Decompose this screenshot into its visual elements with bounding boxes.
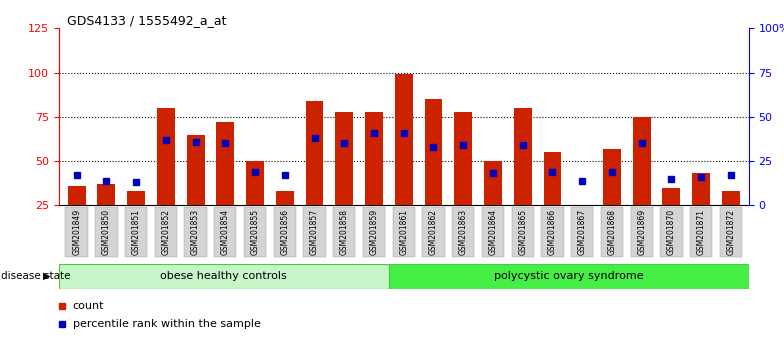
Bar — [454, 112, 472, 205]
Bar — [514, 108, 532, 205]
Bar — [157, 108, 175, 205]
Bar — [511, 207, 534, 257]
Bar — [395, 74, 412, 205]
Text: GSM201858: GSM201858 — [339, 209, 349, 255]
Bar — [127, 191, 145, 205]
Text: GSM201859: GSM201859 — [369, 209, 379, 255]
Bar — [571, 207, 593, 257]
Bar — [692, 173, 710, 205]
Bar — [603, 149, 621, 205]
Text: count: count — [73, 301, 104, 311]
Text: GSM201871: GSM201871 — [697, 209, 706, 255]
Text: ▶: ▶ — [43, 271, 51, 281]
Text: GSM201865: GSM201865 — [518, 209, 527, 255]
Bar — [274, 207, 296, 257]
Bar — [601, 207, 623, 257]
Bar — [425, 99, 442, 205]
Bar — [573, 205, 591, 211]
Text: GSM201856: GSM201856 — [281, 209, 289, 255]
Text: GSM201869: GSM201869 — [637, 209, 646, 255]
Text: disease state: disease state — [1, 271, 71, 281]
Text: GSM201852: GSM201852 — [162, 209, 170, 255]
Bar — [333, 207, 355, 257]
Bar — [690, 207, 713, 257]
Bar — [125, 207, 147, 257]
Text: GSM201862: GSM201862 — [429, 209, 438, 255]
Text: GSM201851: GSM201851 — [132, 209, 140, 255]
Text: GSM201868: GSM201868 — [608, 209, 616, 255]
Text: GSM201854: GSM201854 — [221, 209, 230, 255]
Text: GSM201863: GSM201863 — [459, 209, 468, 255]
Bar — [97, 184, 115, 205]
Text: GDS4133 / 1555492_a_at: GDS4133 / 1555492_a_at — [67, 14, 226, 27]
Text: GSM201867: GSM201867 — [578, 209, 586, 255]
Bar — [214, 207, 237, 257]
Bar — [336, 112, 354, 205]
Bar — [246, 161, 264, 205]
Bar — [66, 207, 88, 257]
Text: GSM201864: GSM201864 — [488, 209, 498, 255]
Text: GSM201872: GSM201872 — [727, 209, 735, 255]
Bar — [393, 207, 415, 257]
Bar — [306, 101, 324, 205]
Bar — [95, 207, 118, 257]
Bar — [154, 207, 177, 257]
Bar — [541, 207, 564, 257]
Bar — [389, 264, 749, 289]
Bar — [184, 207, 207, 257]
Text: percentile rank within the sample: percentile rank within the sample — [73, 319, 260, 329]
Bar — [303, 207, 325, 257]
Bar — [276, 191, 294, 205]
Bar — [363, 207, 385, 257]
Text: obese healthy controls: obese healthy controls — [161, 271, 287, 281]
Text: GSM201849: GSM201849 — [72, 209, 81, 255]
Bar — [482, 207, 504, 257]
Bar — [244, 207, 267, 257]
Bar — [216, 122, 234, 205]
Text: GSM201853: GSM201853 — [191, 209, 200, 255]
Text: GSM201855: GSM201855 — [251, 209, 260, 255]
Bar — [543, 152, 561, 205]
Bar — [660, 207, 683, 257]
Bar — [662, 188, 681, 205]
Text: GSM201870: GSM201870 — [667, 209, 676, 255]
Bar — [187, 135, 205, 205]
Bar — [630, 207, 653, 257]
Bar — [633, 117, 651, 205]
Bar — [484, 161, 502, 205]
Text: GSM201850: GSM201850 — [102, 209, 111, 255]
Bar — [365, 112, 383, 205]
Bar — [452, 207, 474, 257]
Bar — [720, 207, 742, 257]
Text: polycystic ovary syndrome: polycystic ovary syndrome — [494, 271, 644, 281]
Bar — [67, 186, 85, 205]
Text: GSM201857: GSM201857 — [310, 209, 319, 255]
Bar — [722, 191, 740, 205]
Text: GSM201861: GSM201861 — [399, 209, 408, 255]
Bar — [423, 207, 445, 257]
Bar — [59, 264, 389, 289]
Text: GSM201866: GSM201866 — [548, 209, 557, 255]
